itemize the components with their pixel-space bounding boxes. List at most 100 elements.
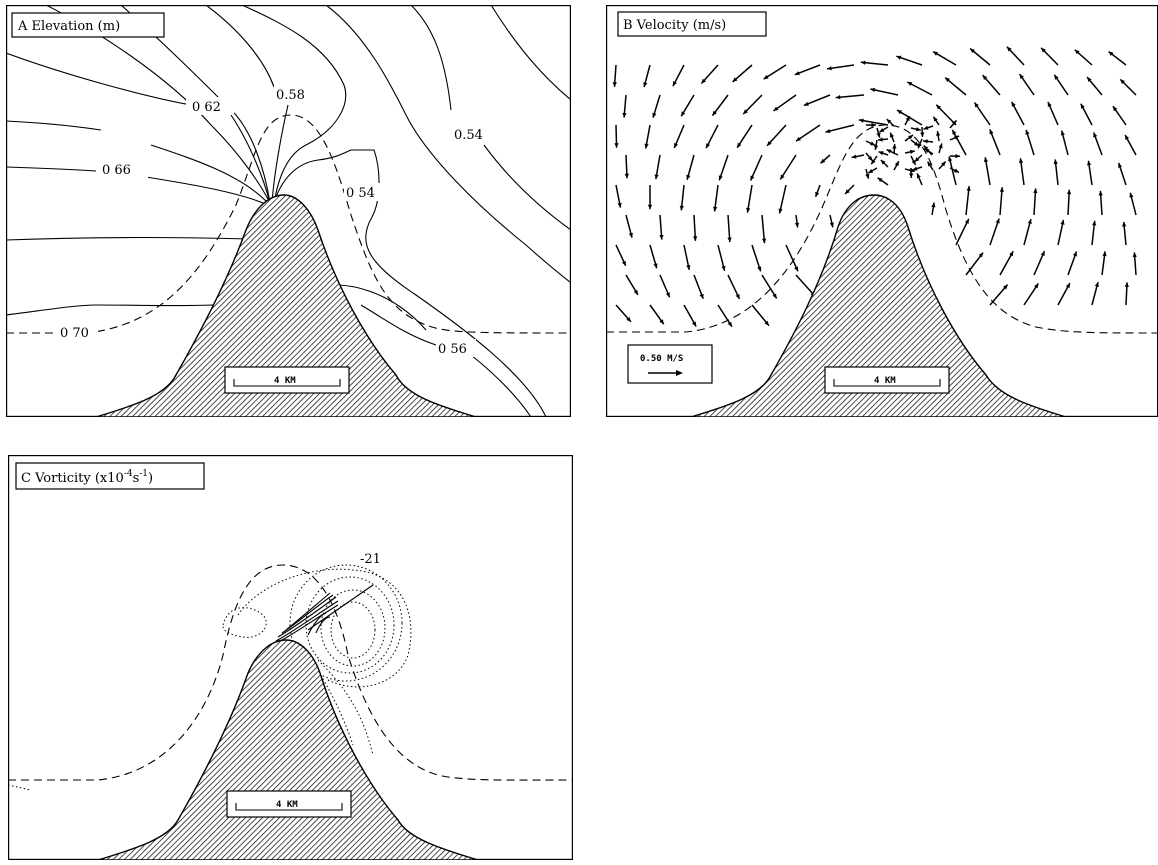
velocity-arrowhead bbox=[931, 202, 936, 208]
contour-line bbox=[271, 104, 289, 204]
velocity-arrowhead bbox=[867, 155, 873, 161]
velocity-arrowhead bbox=[699, 293, 704, 299]
velocity-arrowhead bbox=[1025, 129, 1030, 135]
velocity-arrowhead bbox=[955, 153, 960, 159]
velocity-arrowhead bbox=[653, 263, 658, 269]
velocity-arrowhead bbox=[892, 144, 897, 149]
velocity-arrowhead bbox=[878, 151, 884, 156]
velocity-arrowhead bbox=[917, 143, 922, 149]
velocity-arrowhead bbox=[624, 173, 629, 179]
velocity-arrowhead bbox=[764, 320, 769, 326]
velocity-arrowhead bbox=[1087, 77, 1092, 82]
velocity-arrowhead bbox=[612, 82, 617, 87]
contour-label: 0 66 bbox=[102, 163, 131, 178]
annotation-pointer bbox=[307, 584, 374, 631]
contour-line bbox=[205, 5, 275, 88]
velocity-arrowhead bbox=[1124, 282, 1129, 288]
velocity-arrowhead bbox=[879, 127, 885, 133]
mountain-silhouette bbox=[690, 194, 1067, 417]
velocity-arrowhead bbox=[1086, 160, 1092, 166]
velocity-arrow bbox=[773, 94, 797, 112]
velocity-arrowhead bbox=[686, 265, 691, 270]
dense-contours bbox=[272, 592, 339, 646]
velocity-arrowhead bbox=[983, 157, 989, 163]
velocity-arrowhead bbox=[1122, 221, 1127, 227]
velocity-arrowhead bbox=[727, 237, 732, 243]
velocity-arrowhead bbox=[794, 222, 800, 228]
velocity-arrowhead bbox=[633, 289, 638, 295]
velocity-arrow bbox=[795, 274, 816, 297]
velocity-arrowhead bbox=[964, 218, 969, 224]
velocity-arrowhead bbox=[1112, 106, 1118, 112]
velocity-arrow bbox=[779, 154, 797, 180]
velocity-arrowhead bbox=[905, 116, 910, 122]
velocity-arrowhead bbox=[933, 51, 939, 56]
velocity-arrowhead bbox=[909, 173, 914, 178]
velocity-arrowhead bbox=[693, 236, 698, 241]
velocity-arrowhead bbox=[674, 143, 679, 149]
velocity-arrowhead bbox=[948, 156, 953, 162]
velocity-arrow bbox=[951, 129, 967, 156]
velocity-arrowhead bbox=[995, 218, 1000, 224]
velocity-arrowhead bbox=[1060, 219, 1065, 225]
velocity-arrowhead bbox=[628, 232, 633, 238]
scale-label: 4 KM bbox=[274, 376, 296, 386]
velocity-arrowhead bbox=[686, 174, 691, 180]
velocity-arrowhead bbox=[761, 238, 767, 244]
velocity-arrowhead bbox=[880, 159, 886, 165]
velocity-arrow bbox=[999, 187, 1003, 216]
dashed-contour bbox=[6, 114, 571, 334]
contour-line bbox=[273, 149, 547, 417]
velocity-arrowhead bbox=[927, 161, 932, 167]
velocity-arrowhead bbox=[735, 293, 740, 299]
velocity-arrow bbox=[746, 184, 753, 213]
velocity-arrowhead bbox=[778, 208, 783, 214]
contour-line bbox=[325, 5, 571, 284]
velocity-arrowhead bbox=[794, 71, 800, 76]
velocity-arrowhead bbox=[871, 122, 876, 128]
velocity-arrowhead bbox=[614, 143, 619, 148]
velocity-arrowhead bbox=[873, 145, 879, 150]
velocity-arrowhead bbox=[871, 159, 876, 165]
velocity-arrowhead bbox=[743, 109, 748, 115]
velocity-arrow bbox=[766, 124, 787, 147]
velocity-arrowhead bbox=[912, 166, 918, 171]
velocity-arrowhead bbox=[647, 204, 653, 210]
velocity-arrow bbox=[870, 88, 899, 96]
velocity-arrowhead bbox=[1006, 46, 1012, 52]
velocity-arrowhead bbox=[896, 55, 902, 60]
contour-label: 0.54 bbox=[454, 128, 483, 143]
velocity-arrowhead bbox=[941, 161, 946, 167]
scale-bar-box bbox=[226, 790, 352, 818]
velocity-arrow bbox=[973, 102, 991, 126]
contour-line bbox=[470, 354, 532, 417]
velocity-arrowhead bbox=[923, 139, 928, 144]
vorticity-plot: -21 C Vorticity (x10-4s-1) 4 KM bbox=[8, 455, 573, 860]
velocity-arrowhead bbox=[974, 102, 979, 108]
reference-vector-box bbox=[627, 344, 713, 384]
velocity-arrow bbox=[944, 76, 967, 96]
velocity-arrowhead bbox=[763, 74, 769, 80]
velocity-arrowhead bbox=[665, 292, 670, 298]
velocity-arrowhead bbox=[815, 191, 820, 197]
velocity-arrowhead bbox=[876, 132, 881, 138]
velocity-arrowhead bbox=[868, 168, 874, 173]
velocity-arrowhead bbox=[757, 266, 762, 272]
velocity-arrowhead bbox=[870, 87, 876, 93]
scale-bar bbox=[833, 379, 941, 387]
velocity-arrowhead bbox=[1080, 103, 1085, 109]
contour-label: 0 70 bbox=[60, 326, 89, 341]
velocity-arrowhead bbox=[933, 116, 938, 122]
velocity-arrow bbox=[858, 119, 889, 126]
velocity-arrowhead bbox=[989, 129, 994, 135]
velocity-arrowhead bbox=[829, 222, 834, 228]
velocity-arrowhead bbox=[1129, 192, 1134, 198]
velocity-arrowhead bbox=[897, 110, 903, 115]
velocity-arrowhead bbox=[1054, 74, 1059, 80]
velocity-arrowhead bbox=[890, 132, 894, 138]
reference-vector-label: 0.50 M/S bbox=[640, 354, 683, 364]
contour-line bbox=[6, 166, 97, 172]
contour-label: 0 62 bbox=[192, 100, 221, 115]
velocity-arrowhead bbox=[727, 321, 732, 327]
velocity-arrowhead bbox=[820, 158, 826, 164]
